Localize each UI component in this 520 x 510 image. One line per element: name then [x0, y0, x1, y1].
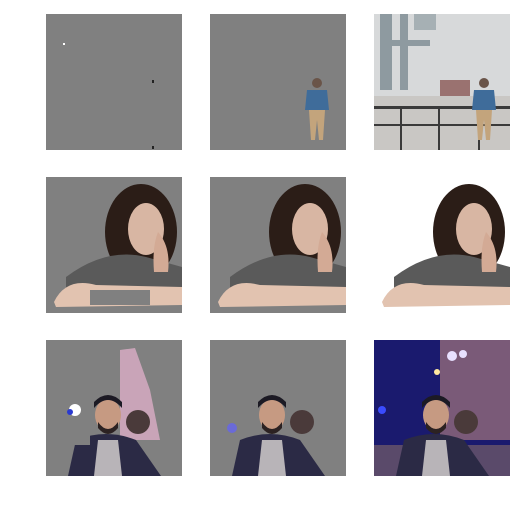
- panel: [210, 340, 346, 476]
- panel: [210, 14, 346, 150]
- panel: [46, 14, 182, 150]
- panel: [374, 340, 510, 476]
- panel: [46, 177, 182, 313]
- panel: [374, 14, 510, 150]
- panel: [210, 177, 346, 313]
- panel: [374, 177, 510, 313]
- panel: [46, 340, 182, 476]
